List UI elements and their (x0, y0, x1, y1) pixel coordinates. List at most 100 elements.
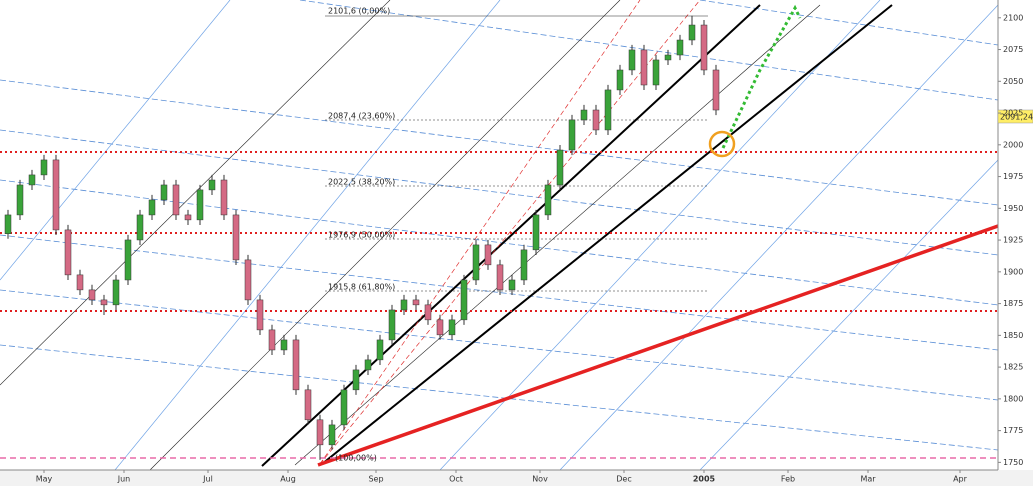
y-tick-label: 1750 (1003, 458, 1023, 467)
blue-dashed-line (0, 79, 999, 206)
fib-label: 2101,6 (0,00%) (328, 7, 390, 16)
candle-body (160, 184, 168, 201)
candle-body (40, 159, 48, 176)
candle-body (472, 244, 480, 281)
candle-body (364, 359, 372, 371)
candle-body (64, 229, 72, 276)
y-tick-label: 2100 (1003, 13, 1023, 22)
last-price-box (997, 109, 1033, 124)
candle-body (436, 319, 444, 336)
x-tick-label: Oct (449, 475, 463, 484)
y-tick-label: 2050 (1003, 77, 1023, 86)
x-tick-label: Apr (953, 475, 968, 484)
candle-body (4, 214, 12, 234)
x-tick-label: Dec (616, 475, 631, 484)
candle-body (520, 249, 528, 281)
blue-line (559, 4, 999, 471)
candle-body (76, 274, 84, 291)
candle-body (568, 119, 576, 151)
candle-body (424, 304, 432, 321)
candle-body (328, 424, 336, 446)
candles (4, 15, 720, 460)
y-tick-label: 1975 (1003, 172, 1023, 181)
channel-line (261, 4, 761, 467)
y-tick-label: 1825 (1003, 363, 1023, 372)
candle-body (556, 149, 564, 186)
candle-body (208, 179, 216, 191)
candle-body (460, 279, 468, 321)
thin-channel-line (0, 0, 391, 386)
last-price-label: 2091,24 (1000, 113, 1033, 122)
blue-line (439, 0, 881, 471)
x-tick-label: Jul (202, 475, 213, 484)
channel-line (321, 4, 893, 465)
x-tick-label: Sep (368, 475, 383, 484)
candle-body (496, 264, 504, 291)
candle-body (580, 109, 588, 121)
y-axis-panel (998, 0, 1033, 486)
candle-body (268, 329, 276, 351)
candle-body (676, 39, 684, 56)
candle-body (136, 214, 144, 241)
candle-body (484, 244, 492, 266)
candle-body (412, 299, 420, 306)
x-tick-label: May (36, 475, 53, 484)
x-tick-label: Jun (117, 475, 131, 484)
trend-lines (0, 0, 999, 471)
candle-body (100, 299, 108, 306)
candle-body (112, 279, 120, 306)
candle-body (16, 184, 24, 216)
candle-body (316, 419, 324, 446)
candle-body (52, 159, 60, 231)
x-tick-label: Feb (781, 475, 795, 484)
y-tick-label: 2000 (1003, 140, 1023, 149)
x-tick-label: Mar (860, 475, 876, 484)
fib-label: 1976,9 (50,00%) (328, 231, 395, 240)
blue-line (114, 0, 501, 471)
y-tick-label: 1875 (1003, 299, 1023, 308)
candle-body (184, 214, 192, 221)
candle-body (688, 24, 696, 41)
blue-dashed-line (0, 129, 999, 256)
fib-label: 1915,8 (61,80%) (328, 283, 395, 292)
x-tick-label: 2005 (693, 475, 716, 484)
blue-line (699, 159, 999, 471)
thin-channel-line (149, 0, 621, 471)
y-tick-label: 1925 (1003, 236, 1023, 245)
y-tick-label: 1850 (1003, 331, 1023, 340)
candle-body (628, 49, 636, 71)
fib-label: (100,00%) (335, 454, 377, 463)
candle-body (604, 89, 612, 131)
candle-body (592, 109, 600, 131)
candle-body (340, 389, 348, 426)
candle-body (544, 184, 552, 216)
blue-dashed-line (699, 0, 999, 46)
candle-body (196, 189, 204, 221)
blue-line (0, 0, 231, 281)
candle-body (508, 279, 516, 291)
y-tick-label: 2025 (1003, 109, 1023, 118)
x-tick-label: Aug (280, 475, 296, 484)
y-tick-label: 1800 (1003, 394, 1023, 403)
highlight-circle (708, 130, 736, 158)
candle-body (148, 199, 156, 216)
candle-body (172, 184, 180, 216)
candle-body (88, 289, 96, 301)
candle-body (28, 174, 36, 186)
candle-body (664, 54, 672, 61)
candle-body (124, 239, 132, 281)
candle-body (220, 179, 228, 216)
fib-labels: 2101,6 (0,00%) 2087,4 (23,60%) 2022,5 (3… (328, 7, 395, 463)
candle-body (256, 299, 264, 331)
y-tick-label: 1775 (1003, 426, 1023, 435)
fib-label: 2087,4 (23,60%) (328, 112, 395, 121)
blue-dashed-line (0, 289, 999, 401)
candle-body (376, 339, 384, 361)
x-tick-label: Nov (532, 475, 548, 484)
support-line (317, 224, 999, 467)
candle-body (388, 309, 396, 341)
candle-body (652, 59, 660, 86)
blue-dashed-line (0, 344, 999, 451)
